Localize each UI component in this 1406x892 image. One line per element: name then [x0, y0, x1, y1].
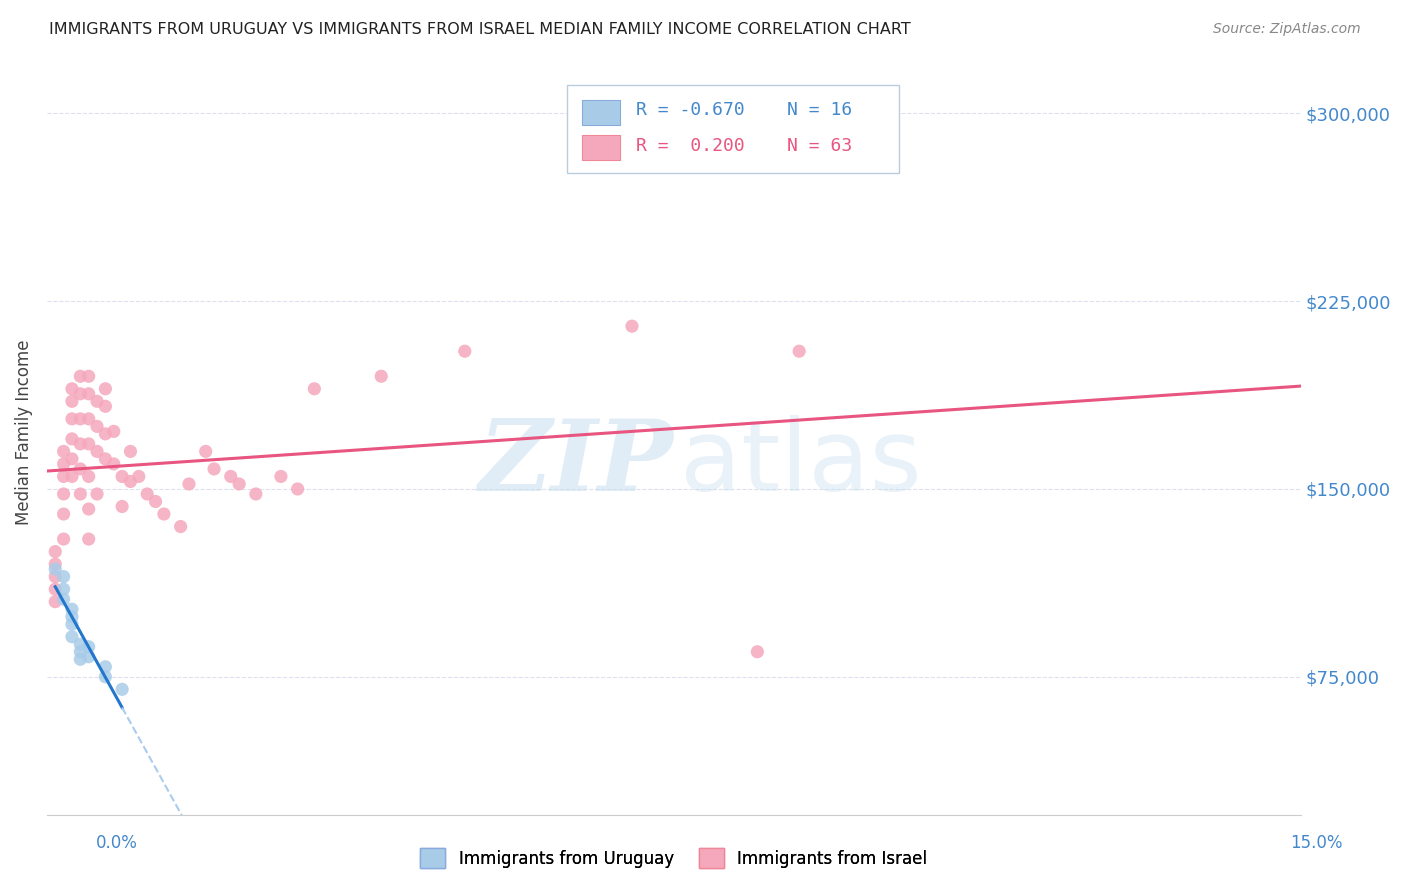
- Point: [69, 369, 91, 384]
- Point: [69, 637, 91, 651]
- Point: [77, 412, 100, 426]
- Point: [370, 369, 392, 384]
- Point: [77, 649, 100, 664]
- Point: [44, 562, 66, 576]
- Point: [145, 494, 167, 508]
- Point: [77, 532, 100, 546]
- Point: [94, 382, 117, 396]
- Point: [94, 451, 117, 466]
- Point: [69, 645, 91, 659]
- Point: [52, 532, 75, 546]
- Point: [747, 645, 769, 659]
- Text: N = 63: N = 63: [786, 137, 852, 155]
- Point: [52, 582, 75, 596]
- Point: [69, 462, 91, 476]
- Point: [44, 544, 66, 558]
- Point: [86, 444, 108, 458]
- Point: [69, 487, 91, 501]
- Point: [52, 592, 75, 607]
- Point: [60, 394, 83, 409]
- Point: [52, 487, 75, 501]
- Point: [94, 400, 117, 414]
- Point: [60, 382, 83, 396]
- Point: [128, 469, 150, 483]
- FancyBboxPatch shape: [582, 136, 620, 160]
- Point: [103, 425, 125, 439]
- Point: [60, 451, 83, 466]
- Point: [60, 609, 83, 624]
- Point: [454, 344, 477, 359]
- Legend: Immigrants from Uruguay, Immigrants from Israel: Immigrants from Uruguay, Immigrants from…: [413, 841, 934, 875]
- Point: [52, 569, 75, 583]
- Point: [94, 426, 117, 441]
- Point: [120, 444, 142, 458]
- Point: [111, 500, 134, 514]
- Point: [77, 386, 100, 401]
- Point: [77, 469, 100, 483]
- Point: [60, 469, 83, 483]
- Text: ZIP: ZIP: [479, 415, 673, 511]
- Point: [177, 477, 200, 491]
- Point: [69, 652, 91, 666]
- Point: [620, 319, 643, 334]
- Point: [52, 469, 75, 483]
- Text: 0.0%: 0.0%: [96, 834, 138, 852]
- Point: [287, 482, 309, 496]
- Point: [60, 432, 83, 446]
- Text: IMMIGRANTS FROM URUGUAY VS IMMIGRANTS FROM ISRAEL MEDIAN FAMILY INCOME CORRELATI: IMMIGRANTS FROM URUGUAY VS IMMIGRANTS FR…: [49, 22, 911, 37]
- Point: [228, 477, 250, 491]
- Point: [60, 617, 83, 632]
- Point: [111, 469, 134, 483]
- Text: N = 16: N = 16: [786, 102, 852, 120]
- Point: [94, 660, 117, 674]
- Point: [94, 670, 117, 684]
- Point: [245, 487, 267, 501]
- Point: [44, 569, 66, 583]
- Text: R =  0.200: R = 0.200: [636, 137, 745, 155]
- Text: 15.0%: 15.0%: [1291, 834, 1343, 852]
- Point: [111, 682, 134, 697]
- Point: [60, 602, 83, 616]
- Point: [77, 640, 100, 654]
- Point: [60, 630, 83, 644]
- Point: [86, 394, 108, 409]
- Point: [69, 386, 91, 401]
- Y-axis label: Median Family Income: Median Family Income: [15, 340, 32, 525]
- Text: R = -0.670: R = -0.670: [636, 102, 745, 120]
- Text: atlas: atlas: [681, 415, 922, 512]
- Point: [103, 457, 125, 471]
- Point: [153, 507, 176, 521]
- Point: [136, 487, 159, 501]
- Point: [77, 502, 100, 516]
- Point: [44, 582, 66, 596]
- Point: [169, 519, 191, 533]
- Point: [52, 457, 75, 471]
- Point: [69, 412, 91, 426]
- Point: [270, 469, 292, 483]
- Point: [77, 437, 100, 451]
- Point: [86, 487, 108, 501]
- Point: [44, 557, 66, 571]
- Point: [52, 444, 75, 458]
- Text: Source: ZipAtlas.com: Source: ZipAtlas.com: [1213, 22, 1361, 37]
- Point: [219, 469, 242, 483]
- Point: [77, 369, 100, 384]
- Point: [202, 462, 225, 476]
- Point: [44, 595, 66, 609]
- Point: [52, 507, 75, 521]
- Point: [86, 419, 108, 434]
- FancyBboxPatch shape: [567, 85, 900, 173]
- Point: [304, 382, 326, 396]
- Point: [120, 475, 142, 489]
- Point: [787, 344, 810, 359]
- Point: [60, 412, 83, 426]
- Point: [69, 437, 91, 451]
- Point: [194, 444, 217, 458]
- FancyBboxPatch shape: [582, 100, 620, 125]
